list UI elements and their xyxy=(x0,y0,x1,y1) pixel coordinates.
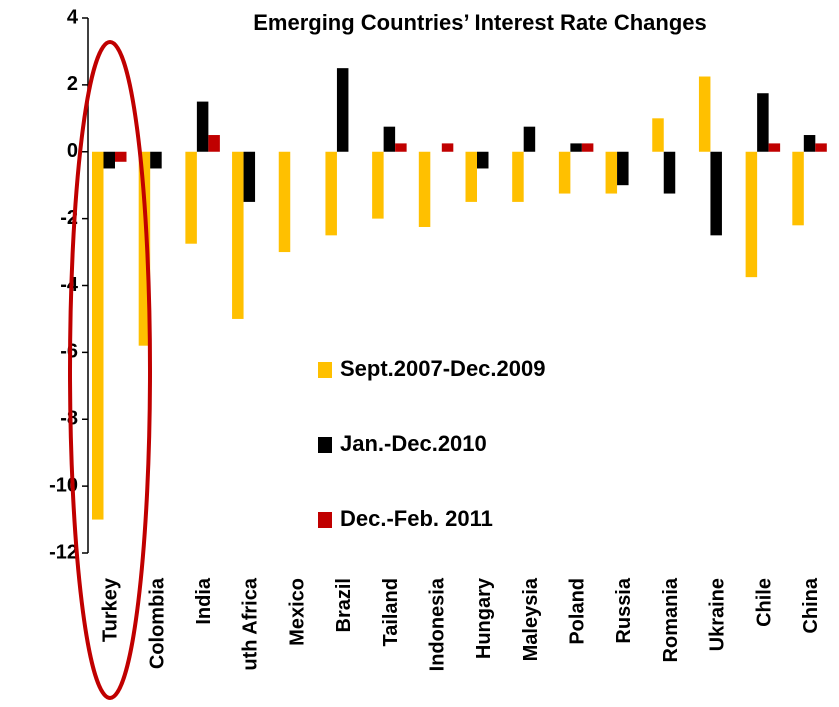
x-tick-label: Brazil xyxy=(333,578,355,632)
legend-label: Sept.2007-Dec.2009 xyxy=(340,356,545,381)
bar xyxy=(441,143,454,152)
bar xyxy=(243,151,256,202)
bar xyxy=(745,151,758,278)
legend-swatch xyxy=(318,362,332,378)
bar xyxy=(617,151,629,186)
legend-label: Jan.-Dec.2010 xyxy=(340,431,487,456)
bar xyxy=(185,151,197,244)
bar xyxy=(792,151,804,226)
bar xyxy=(325,151,337,236)
legend-swatch xyxy=(318,512,332,528)
bar xyxy=(383,126,396,152)
bar xyxy=(768,143,781,152)
bar xyxy=(92,151,104,520)
bar xyxy=(558,151,571,194)
bar xyxy=(570,143,582,152)
x-tick-label: Poland xyxy=(567,578,589,645)
x-tick-label: uth Africa xyxy=(240,577,262,670)
bar xyxy=(815,143,827,152)
bar xyxy=(395,143,407,152)
bar xyxy=(581,143,594,152)
x-tick-label: Romania xyxy=(660,577,682,662)
x-tick-label: Tailand xyxy=(380,578,402,647)
bar xyxy=(232,151,244,319)
bar xyxy=(663,151,676,194)
bar xyxy=(605,151,618,194)
bar xyxy=(698,76,711,152)
bar xyxy=(103,151,115,169)
y-tick-label: 4 xyxy=(67,6,79,28)
bar xyxy=(418,151,431,227)
bar xyxy=(150,151,162,169)
bar xyxy=(196,101,209,152)
bar xyxy=(710,151,722,236)
y-tick-label: 0 xyxy=(67,140,78,162)
x-tick-label: Mexico xyxy=(286,578,308,646)
legend-label: Dec.-Feb. 2011 xyxy=(340,506,493,531)
x-tick-label: Chile xyxy=(753,578,775,627)
bar xyxy=(138,151,151,346)
x-tick-label: Ukraine xyxy=(707,578,729,651)
x-tick-label: Russia xyxy=(613,577,635,643)
bar xyxy=(512,151,524,202)
legend-swatch xyxy=(318,437,332,453)
bar xyxy=(336,68,349,152)
bar xyxy=(208,135,220,152)
chart-title: Emerging Countries’ Interest Rate Change… xyxy=(253,10,707,35)
x-tick-label: Maleysia xyxy=(520,577,542,661)
bar xyxy=(115,151,127,162)
bar xyxy=(652,118,664,152)
bar xyxy=(803,135,816,152)
x-tick-label: India xyxy=(193,577,215,625)
bar xyxy=(278,151,291,253)
highlight-ellipse xyxy=(68,40,152,700)
x-tick-label: Hungary xyxy=(473,577,495,659)
bar xyxy=(523,126,536,152)
bar xyxy=(465,151,477,202)
bar xyxy=(477,151,489,169)
x-tick-label: China xyxy=(800,577,822,633)
bar xyxy=(372,151,384,219)
y-tick-label: 2 xyxy=(67,73,78,95)
bar xyxy=(757,93,769,152)
y-tick-label: -12 xyxy=(49,541,78,563)
x-tick-label: Colombia xyxy=(146,577,168,669)
x-tick-label: Turkey xyxy=(100,577,122,642)
x-tick-label: Indonesia xyxy=(426,577,448,671)
